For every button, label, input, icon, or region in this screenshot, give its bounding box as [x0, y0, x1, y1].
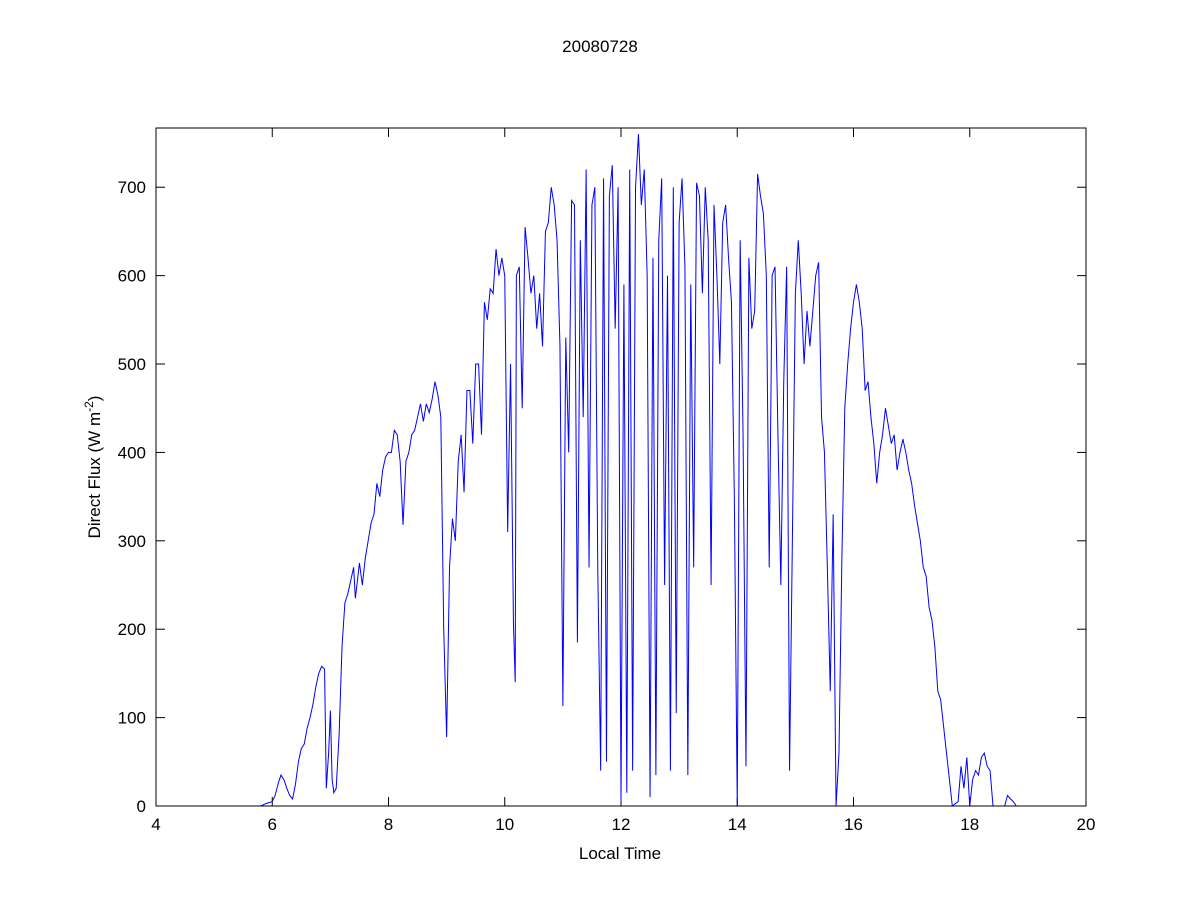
y-tick-label: 500: [118, 355, 146, 374]
x-axis-label: Local Time: [579, 844, 661, 863]
x-tick-label: 6: [268, 815, 277, 834]
plot-frame: [155, 127, 1087, 807]
x-tick-label: 4: [151, 815, 160, 834]
y-axis-label: Direct Flux (W m-2): [82, 396, 104, 539]
x-tick-label: 16: [844, 815, 863, 834]
x-tick-label: 20: [1077, 815, 1096, 834]
y-tick-label: 100: [118, 709, 146, 728]
y-tick-label: 300: [118, 532, 146, 551]
y-label-superscript: -2: [82, 401, 96, 412]
data-line: [156, 134, 1081, 807]
y-tick-label: 0: [137, 797, 146, 816]
y-tick-label: 600: [118, 267, 146, 286]
x-tick-label: 12: [612, 815, 631, 834]
chart-title: 20080728: [562, 37, 638, 56]
x-tick-label: 10: [495, 815, 514, 834]
x-tick-label: 18: [960, 815, 979, 834]
y-tick-label: 700: [118, 178, 146, 197]
y-tick-label: 400: [118, 443, 146, 462]
x-tick-label: 8: [384, 815, 393, 834]
y-tick-label: 200: [118, 620, 146, 639]
y-label-text: Direct Flux (W m: [85, 412, 104, 539]
x-tick-label: 14: [728, 815, 747, 834]
y-label-end: ): [85, 396, 104, 402]
